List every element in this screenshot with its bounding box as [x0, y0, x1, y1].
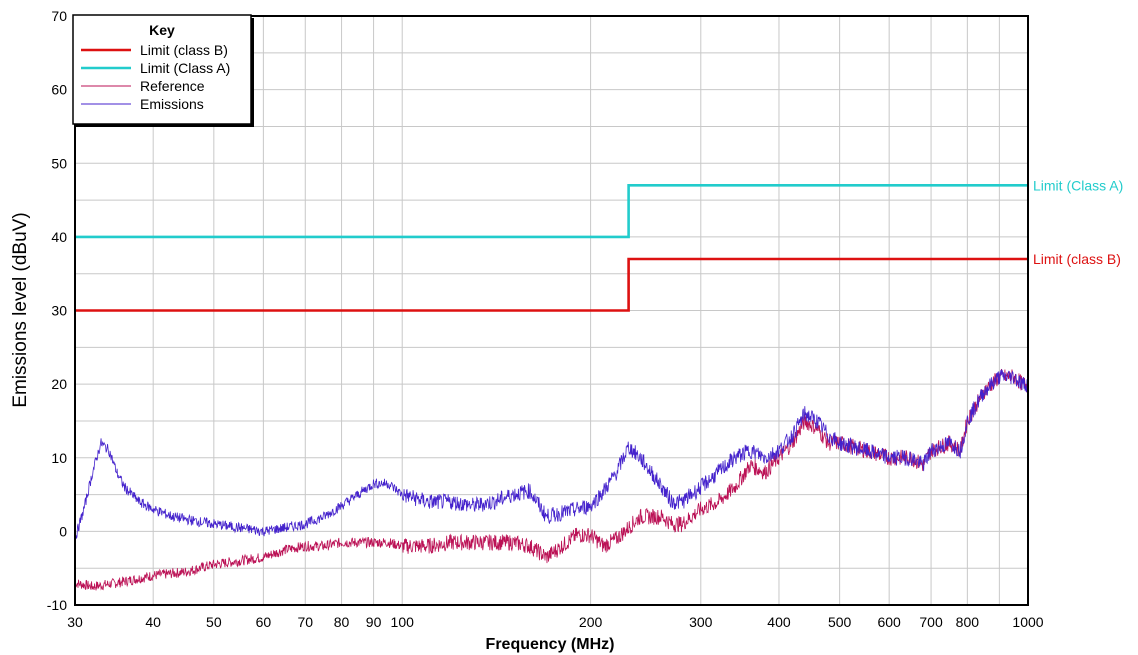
x-tick-label: 60 [256, 614, 272, 630]
series-layer [74, 184, 1029, 591]
x-tick-label: 200 [579, 614, 603, 630]
y-tick-label: 70 [51, 8, 67, 24]
x-axis-label: Frequency (MHz) [486, 636, 615, 653]
x-tick-label: 400 [767, 614, 791, 630]
ticks: 30 40 50 60 70 80 90 100 200 300 400 500 600 700 800 10… [47, 8, 1044, 630]
y-tick-label: 0 [59, 523, 67, 539]
legend-box [72, 14, 252, 125]
y-tick-label: 20 [51, 376, 67, 392]
x-tick-label: 1000 [1012, 614, 1043, 630]
y-axis-label: Emissions level (dBuV) [10, 212, 31, 407]
series-line [75, 184, 1028, 239]
plot-frame [74, 15, 1029, 606]
y-tick-label: 30 [51, 303, 67, 319]
x-tick-label: 70 [297, 614, 313, 630]
x-tick-label: 500 [828, 614, 852, 630]
legend-title: Key [149, 22, 175, 38]
x-tick-label: 40 [145, 614, 161, 630]
series-line [74, 368, 1029, 591]
legend-entry: Limit (Class A) [140, 60, 230, 76]
legend-entry: Emissions [140, 96, 204, 112]
x-tick-label: 100 [391, 614, 415, 630]
series-line [75, 257, 1028, 312]
y-tick-label: 40 [51, 229, 67, 245]
x-tick-label: 300 [689, 614, 713, 630]
x-tick-label: 80 [334, 614, 350, 630]
x-tick-label: 90 [366, 614, 382, 630]
x-tick-label: 600 [877, 614, 901, 630]
x-tick-label: 30 [67, 614, 83, 630]
y-tick-label: 60 [51, 82, 67, 98]
series-end-label: Limit (Class A) [1033, 177, 1123, 193]
y-tick-label: 10 [51, 450, 67, 466]
x-tick-label: 800 [956, 614, 980, 630]
y-tick-label: 50 [51, 155, 67, 171]
legend-entry: Reference [140, 78, 205, 94]
legend-entry: Limit (class B) [140, 42, 228, 58]
y-tick-label: -10 [47, 597, 67, 613]
end-labels: Limit (class B) Limit (Class A) [1033, 177, 1123, 267]
series-line [74, 368, 1029, 541]
legend: Key Limit (class B) Limit (Class A) Referen… [72, 14, 254, 127]
x-tick-label: 700 [919, 614, 943, 630]
series-end-label: Limit (class B) [1033, 251, 1121, 267]
x-tick-label: 50 [206, 614, 222, 630]
